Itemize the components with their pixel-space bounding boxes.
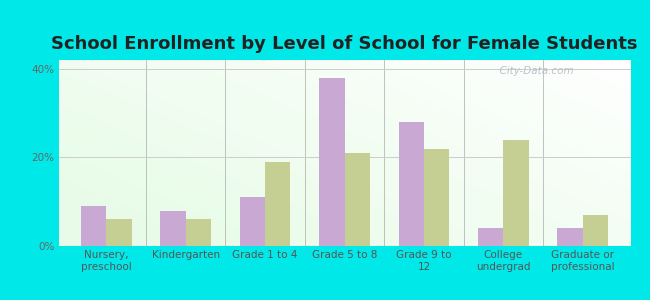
Bar	[160, 211, 186, 246]
Bar	[424, 148, 449, 246]
Bar	[81, 206, 106, 246]
Bar	[344, 153, 370, 246]
Bar	[240, 197, 265, 246]
Bar	[265, 162, 291, 246]
Bar	[186, 219, 211, 246]
Bar	[478, 228, 503, 246]
Bar	[106, 219, 131, 246]
Bar	[319, 78, 344, 246]
Bar	[398, 122, 424, 246]
Text: City-Data.com: City-Data.com	[493, 66, 574, 76]
Bar	[583, 215, 608, 246]
Bar	[503, 140, 529, 246]
Bar	[558, 228, 583, 246]
Title: School Enrollment by Level of School for Female Students: School Enrollment by Level of School for…	[51, 35, 638, 53]
